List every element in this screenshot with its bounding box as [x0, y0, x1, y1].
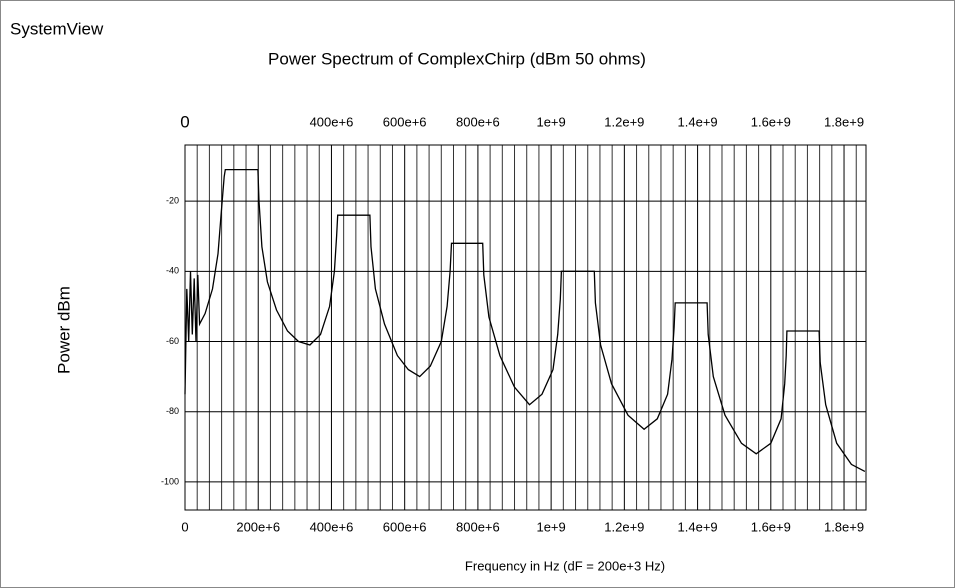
x-tick-label: 800e+6 — [456, 519, 500, 534]
plot-frame — [184, 144, 867, 511]
top-x-tick-label: 800e+6 — [456, 114, 500, 129]
y-tick-label: -60 — [166, 336, 179, 346]
y-tick-label: -100 — [161, 476, 179, 486]
x-axis-label: Frequency in Hz (dF = 200e+3 Hz) — [465, 558, 665, 573]
top-x-tick-label: 400e+6 — [310, 114, 354, 129]
top-x-tick-label: 1.2e+9 — [604, 114, 644, 129]
top-x-tick-label: 600e+6 — [383, 114, 427, 129]
top-x-tick-label: 0 — [180, 112, 189, 131]
y-axis-label: Power dBm — [54, 286, 73, 374]
y-tick-label: -80 — [166, 406, 179, 416]
top-x-tick-label: 1.4e+9 — [678, 114, 718, 129]
spectrum-line — [184, 168, 866, 472]
y-tick-label: -20 — [166, 196, 179, 206]
x-tick-label: 1e+9 — [536, 519, 565, 534]
app-label: SystemView — [10, 19, 104, 38]
y-tick-label: -40 — [166, 266, 179, 276]
x-tick-label: 1.2e+9 — [604, 519, 644, 534]
top-x-tick-label: 1.8e+9 — [824, 114, 864, 129]
x-tick-label: 600e+6 — [383, 519, 427, 534]
x-tick-label: 1.8e+9 — [824, 519, 864, 534]
x-tick-label: 1.6e+9 — [751, 519, 791, 534]
top-x-tick-label: 1e+9 — [536, 114, 565, 129]
x-tick-label: 0 — [181, 519, 188, 534]
x-tick-label: 1.4e+9 — [678, 519, 718, 534]
x-tick-label: 200e+6 — [236, 519, 280, 534]
x-tick-label: 400e+6 — [310, 519, 354, 534]
top-x-tick-label: 1.6e+9 — [751, 114, 791, 129]
chart-title: Power Spectrum of ComplexChirp (dBm 50 o… — [268, 49, 646, 68]
